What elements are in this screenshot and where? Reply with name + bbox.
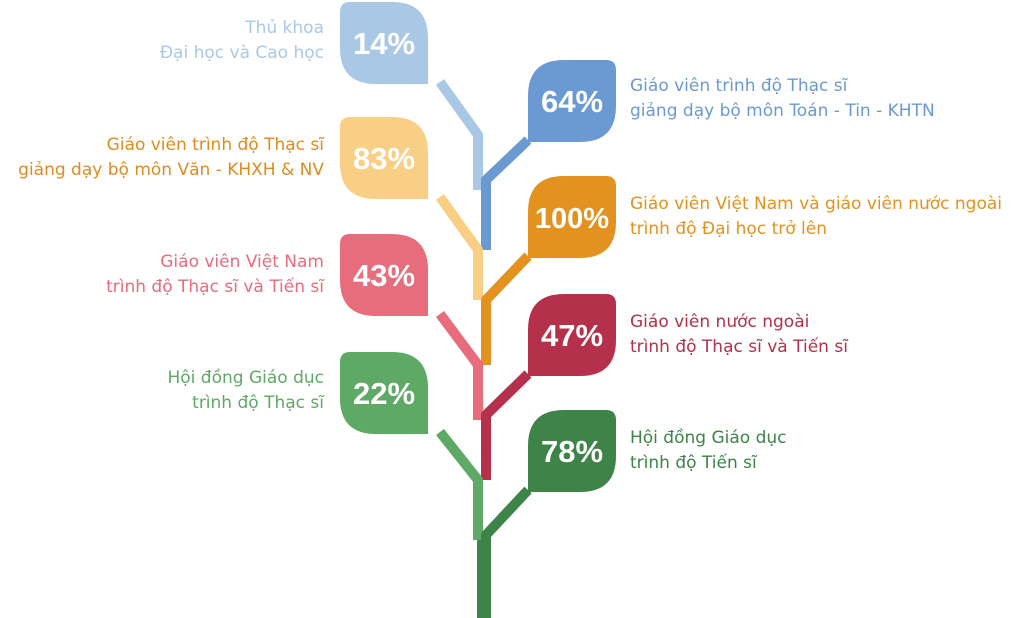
leaf-value-6: 22% xyxy=(353,376,415,411)
leaf-label-6: Hội đồng Giáo dục trình độ Thạc sĩ xyxy=(167,366,324,416)
leaf-label-line1: Hội đồng Giáo dục xyxy=(630,428,787,448)
leaf-label-5: Giáo viên nước ngoài trình độ Thạc sĩ và … xyxy=(630,310,848,360)
tree-leaves: 14% 64% 83% 100% 43% 47% 22% 78% xyxy=(340,2,616,492)
leaf-label-7: Hội đồng Giáo dục trình độ Tiến sĩ xyxy=(630,426,787,476)
leaf-7 xyxy=(528,410,616,492)
stem-4 xyxy=(435,311,483,420)
leaf-label-line1: Giáo viên trình độ Thạc sĩ xyxy=(106,135,324,155)
leaf-1 xyxy=(528,60,616,142)
leaf-2 xyxy=(340,117,428,199)
leaf-label-line2: Đại học và Cao học xyxy=(159,43,324,63)
leaf-0 xyxy=(340,2,428,84)
leaf-label-4: Giáo viên Việt Nam trình độ Thạc sĩ và Ti… xyxy=(106,250,324,300)
leaf-value-0: 14% xyxy=(353,26,415,61)
leaf-label-line1: Thủ khoa xyxy=(245,18,324,38)
leaf-label-line2: giảng dạy bộ môn Toán - Tin - KHTN xyxy=(630,101,935,121)
leaf-label-line2: trình độ Thạc sĩ xyxy=(192,393,324,413)
leaf-label-line1: Giáo viên Việt Nam và giáo viên nước ngo… xyxy=(630,194,1002,214)
leaf-value-5: 47% xyxy=(541,318,603,353)
stem-7 xyxy=(481,486,532,618)
stem-0 xyxy=(435,79,483,190)
tree-stems xyxy=(435,79,532,618)
leaf-value-2: 83% xyxy=(353,141,415,176)
leaf-6 xyxy=(340,352,428,434)
leaf-label-line2: trình độ Đại học trở lên xyxy=(630,219,827,239)
leaf-value-7: 78% xyxy=(541,434,603,469)
stem-6 xyxy=(436,428,483,540)
leaf-label-line1: Giáo viên Việt Nam xyxy=(160,252,324,272)
leaf-label-line2: trình độ Tiến sĩ xyxy=(630,453,757,473)
leaf-label-line1: Hội đồng Giáo dục xyxy=(167,368,324,388)
leaf-label-1: Giáo viên trình độ Thạc sĩ giảng dạy bộ m… xyxy=(630,74,935,124)
stem-5 xyxy=(481,370,532,480)
leaf-value-3: 100% xyxy=(535,203,609,235)
leaf-value-1: 64% xyxy=(541,84,603,119)
leaf-3 xyxy=(528,176,616,258)
leaf-label-line1: Giáo viên trình độ Thạc sĩ xyxy=(630,76,848,96)
stem-3 xyxy=(481,252,532,365)
leaf-label-line2: trình độ Thạc sĩ và Tiến sĩ xyxy=(630,337,848,357)
leaf-4 xyxy=(340,234,428,316)
leaf-label-2: Giáo viên trình độ Thạc sĩ giảng dạy bộ m… xyxy=(18,133,324,183)
leaf-label-3: Giáo viên Việt Nam và giáo viên nước ngo… xyxy=(630,192,1002,242)
stem-2 xyxy=(435,194,483,300)
leaf-value-4: 43% xyxy=(353,258,415,293)
leaf-label-0: Thủ khoa Đại học và Cao học xyxy=(160,16,324,66)
leaf-5 xyxy=(528,294,616,376)
leaf-label-line1: Giáo viên nước ngoài xyxy=(630,312,810,332)
stem-1 xyxy=(481,136,532,250)
leaf-label-line2: trình độ Thạc sĩ và Tiến sĩ xyxy=(106,277,324,297)
leaf-label-line2: giảng dạy bộ môn Văn - KHXH & NV xyxy=(18,160,324,180)
